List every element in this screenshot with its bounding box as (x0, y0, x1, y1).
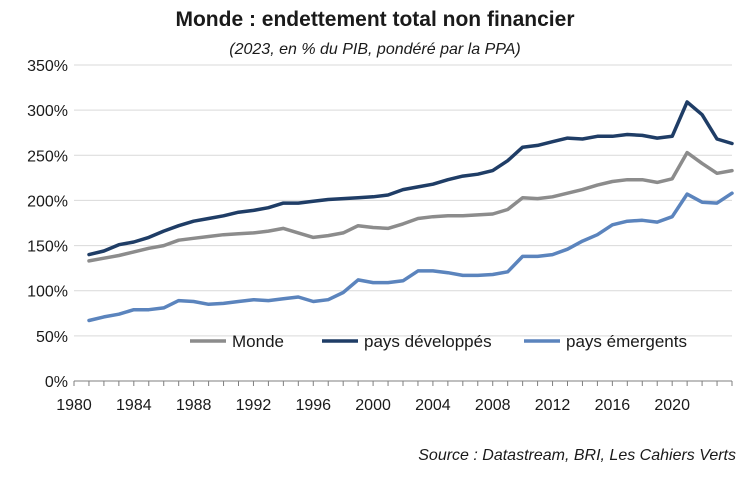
series-line-2 (87, 191, 734, 323)
series-line-1 (87, 100, 734, 257)
x-tick-label: 1984 (116, 397, 152, 414)
chart-title: Monde : endettement total non financier (175, 8, 575, 31)
x-tick-label: 2016 (595, 397, 631, 414)
y-tick-label: 200% (27, 193, 68, 210)
x-tick-label: 2008 (475, 397, 511, 414)
legend: Monde pays développés pays émergents (190, 332, 687, 351)
y-tick-label: 300% (27, 103, 68, 120)
series-lines (87, 100, 734, 323)
x-tick-label: 1988 (176, 397, 212, 414)
y-tick-label: 250% (27, 148, 68, 165)
x-tick-label: 2020 (654, 397, 690, 414)
legend-label-0: Monde (232, 332, 284, 351)
x-tick-label: 1996 (295, 397, 331, 414)
y-tick-label: 100% (27, 284, 68, 301)
x-tick-label: 2000 (355, 397, 391, 414)
x-tick-label: 2012 (535, 397, 571, 414)
x-tick-label: 2004 (415, 397, 451, 414)
y-tick-label: 50% (36, 329, 68, 346)
series-line-0 (87, 150, 734, 263)
y-axis-ticks: 0% 50% 100% 150% 200% 250% 300% 350% (27, 58, 68, 391)
x-tick-label: 1992 (236, 397, 272, 414)
y-tick-label: 0% (45, 374, 68, 391)
chart-subtitle: (2023, en % du PIB, pondéré par la PPA) (229, 41, 521, 58)
legend-label-2: pays émergents (566, 332, 687, 351)
chart-source: Source : Datastream, BRI, Les Cahiers Ve… (418, 447, 736, 464)
y-tick-label: 350% (27, 58, 68, 75)
x-tick-label: 1980 (56, 397, 92, 414)
axes (73, 380, 733, 386)
grid-lines (74, 64, 732, 337)
legend-label-1: pays développés (364, 332, 492, 351)
y-tick-label: 150% (27, 239, 68, 256)
x-axis-ticks: 1980 1984 1988 1992 1996 2000 2004 2008 2012 2016… (56, 397, 690, 414)
